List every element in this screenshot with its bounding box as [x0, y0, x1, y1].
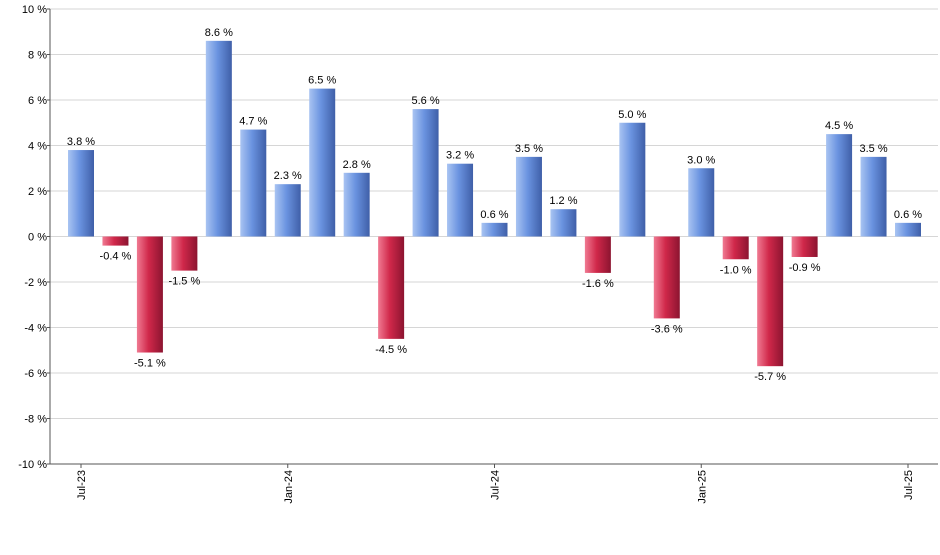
value-label: 3.5 % — [859, 143, 887, 155]
bar-May-25 — [826, 134, 853, 237]
value-label: 5.6 % — [412, 95, 440, 107]
bar-Nov-23 — [205, 40, 232, 237]
bar-Jul-25 — [895, 222, 921, 237]
bar-Apr-25 — [791, 236, 818, 257]
bar-Dec-24 — [653, 236, 680, 319]
value-label: 2.3 % — [274, 170, 302, 182]
bar-May-24 — [412, 109, 439, 237]
value-label: 2.8 % — [343, 159, 371, 171]
bar-Jan-24 — [274, 184, 301, 237]
y-tick-label: -2 % — [24, 277, 47, 289]
y-tick-label: 10 % — [22, 4, 47, 16]
value-label: 5.0 % — [618, 109, 646, 121]
bar-Aug-23 — [102, 236, 129, 246]
x-tick-label: Jan-24 — [283, 470, 295, 504]
value-label: -0.9 % — [789, 262, 821, 274]
value-label: -3.6 % — [651, 323, 683, 335]
value-label: 4.7 % — [239, 116, 267, 128]
y-tick-label: 2 % — [28, 186, 47, 198]
bar-Jul-23 — [68, 150, 94, 237]
axes: 10 % 8 % 6 % 4 % 2 % 0 % -2 % -4 % -6 % -8 % -10 %… — [18, 4, 938, 504]
value-label: -5.7 % — [754, 371, 786, 383]
bars — [68, 40, 921, 367]
value-label: -1.6 % — [582, 278, 614, 290]
value-label: 3.5 % — [515, 143, 543, 155]
value-labels: 3.8 % -0.4 % -5.1 % -1.5 % 8.6 % 4.7 % 2.3 % 6.… — [67, 27, 922, 383]
bar-Oct-24 — [584, 236, 611, 273]
bar-Oct-23 — [171, 236, 198, 271]
bar-Apr-24 — [378, 236, 405, 339]
bar-Nov-24 — [619, 122, 646, 237]
bar-Feb-24 — [309, 88, 336, 237]
y-tick-label: 8 % — [28, 50, 47, 62]
value-label: -4.5 % — [375, 344, 407, 356]
y-tick-label: -6 % — [24, 368, 47, 380]
bar-Jun-25 — [860, 156, 887, 237]
value-label: 1.2 % — [549, 195, 577, 207]
value-label: 0.6 % — [480, 209, 508, 221]
value-label: 3.2 % — [446, 150, 474, 162]
x-tick-label: Jan-25 — [696, 470, 708, 504]
y-tick-label: -8 % — [24, 414, 47, 426]
value-label: 4.5 % — [825, 120, 853, 132]
bar-Jan-25 — [688, 168, 715, 237]
value-label: 3.8 % — [67, 136, 95, 148]
x-tick-label: Jul-24 — [490, 470, 502, 500]
x-tick-label: Jul-23 — [76, 470, 88, 500]
value-label: -5.1 % — [134, 358, 166, 370]
bar-Jun-24 — [447, 163, 474, 237]
bar-Sep-24 — [550, 209, 577, 237]
value-label: 6.5 % — [308, 75, 336, 87]
bar-Mar-25 — [757, 236, 784, 367]
value-label: 8.6 % — [205, 27, 233, 39]
y-tick-label: 6 % — [28, 95, 47, 107]
y-tick-label: 4 % — [28, 141, 47, 153]
value-label: -1.5 % — [168, 276, 200, 288]
bar-Aug-24 — [515, 156, 542, 237]
y-tick-label: -10 % — [18, 459, 47, 471]
y-tick-label: -4 % — [24, 323, 47, 335]
bar-Mar-24 — [343, 172, 370, 237]
value-label: 3.0 % — [687, 154, 715, 166]
value-label: -1.0 % — [720, 264, 752, 276]
y-tick-label: 0 % — [28, 232, 47, 244]
bar-Jul-24 — [481, 222, 508, 237]
x-tick-label: Jul-25 — [903, 470, 915, 500]
bar-Sep-23 — [136, 236, 163, 353]
value-label: 0.6 % — [894, 209, 922, 221]
bar-Feb-25 — [722, 236, 749, 260]
bar-Dec-23 — [240, 129, 267, 237]
value-label: -0.4 % — [100, 251, 132, 263]
